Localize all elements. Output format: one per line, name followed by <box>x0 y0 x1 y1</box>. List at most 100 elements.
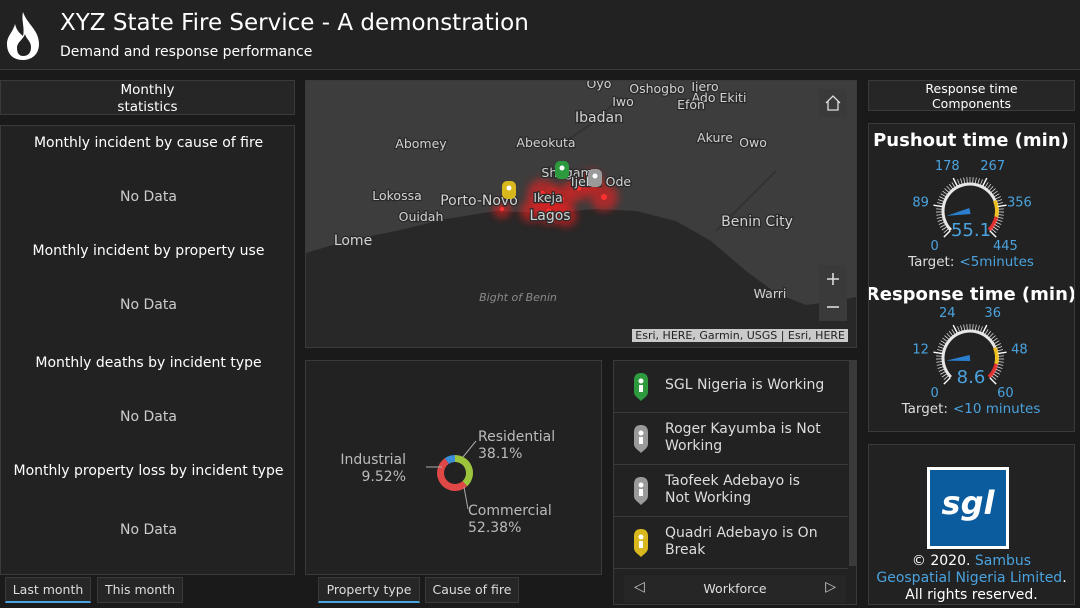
place-label: Benin City <box>721 214 793 230</box>
gauge-minor-tick <box>943 228 949 233</box>
worker-icon <box>634 373 648 401</box>
gauge-minor-tick <box>974 177 977 184</box>
gauge-minor-tick <box>996 199 1003 202</box>
gauge-tick-label: 48 <box>1011 343 1028 358</box>
incident <box>538 190 546 198</box>
gauge-minor-tick <box>936 361 943 363</box>
gauge-minor-tick <box>984 329 989 335</box>
leader-line <box>463 486 469 510</box>
worker-status[interactable]: Roger Kayumba is Not Working <box>665 421 821 454</box>
gauge-minor-tick <box>942 190 948 195</box>
worker-status[interactable]: Quadri Adebayo is On Break <box>665 525 818 558</box>
workforce-panel: SGL Nigeria is Working Roger Kayumba is N… <box>613 360 857 605</box>
gauge-minor-tick <box>936 202 943 205</box>
gauge-tick <box>933 351 943 355</box>
gauge-minor-tick <box>977 178 980 185</box>
incident <box>546 208 552 214</box>
place-label: Ouidah <box>399 209 444 224</box>
gauge-minor-tick <box>946 332 952 338</box>
gauge-title: Pushout time (min) <box>873 130 1069 151</box>
gauge-minor-tick <box>936 216 943 219</box>
gauge-minor-tick <box>990 335 996 340</box>
workforce-item[interactable]: Roger Kayumba is Not Working <box>614 413 848 465</box>
tab[interactable]: This month <box>97 577 183 603</box>
gauge-minor-tick <box>993 340 1000 345</box>
rights: All rights reserved. <box>905 587 1038 603</box>
gauge-minor-tick <box>951 182 956 188</box>
workforce-item[interactable]: Taofeek Adebayo is Not Working <box>614 465 848 517</box>
gauge-minor-tick <box>946 185 952 191</box>
company[interactable]: Sambus Geospatial Nigeria Limited <box>876 553 1063 586</box>
tab-label[interactable]: Cause of fire <box>432 582 512 597</box>
place-label: Ijero <box>691 81 718 94</box>
gauge-minor-tick <box>988 332 994 338</box>
donut-slice <box>444 455 455 464</box>
tab-label[interactable]: Property type <box>326 582 412 597</box>
gauge-tick-label: 89 <box>912 196 929 211</box>
incident <box>558 196 564 202</box>
title: XYZ State Fire Service - A demonstration <box>60 10 529 36</box>
pin-body <box>639 385 643 392</box>
section-status: No Data <box>120 189 177 205</box>
gauge-minor-tick <box>997 349 1004 352</box>
donut-slice <box>437 458 468 491</box>
gauge-minor-tick <box>937 366 944 369</box>
worker-icon <box>634 425 648 453</box>
worker-status[interactable]: SGL Nigeria is Working <box>665 377 825 393</box>
pin-head <box>638 378 644 384</box>
nav-next[interactable]: ▷ <box>825 579 836 595</box>
gauge-minor-tick <box>939 343 945 347</box>
gauge-minor-tick <box>977 325 980 332</box>
section-status: No Data <box>120 522 177 538</box>
gauge-minor-tick <box>986 330 992 337</box>
pin-body <box>639 489 643 496</box>
gauge-tick-label: 12 <box>912 343 929 358</box>
incident <box>500 207 504 211</box>
gauge-minor-tick <box>951 329 956 335</box>
credits-panel: sgl © 2020. Sambus Geospatial Nigeria Lim… <box>868 444 1075 605</box>
place-label: Lome <box>334 233 372 249</box>
tab[interactable]: Cause of fire <box>425 577 519 603</box>
pin-head <box>638 430 644 436</box>
gauge-minor-tick <box>936 214 943 216</box>
tab[interactable]: Property type <box>318 577 420 603</box>
copyright: © 2020. <box>911 553 971 569</box>
slice-value: 9.52% <box>362 469 406 485</box>
workforce-item[interactable]: SGL Nigeria is Working <box>614 361 848 413</box>
logo-text: sgl <box>941 484 995 522</box>
gauge-tick-label: 36 <box>984 306 1001 321</box>
tab[interactable]: Last month <box>5 577 91 603</box>
gauge-minor-tick <box>957 326 961 333</box>
gauge-tick-label: 24 <box>939 306 956 321</box>
gauge-tick <box>989 230 997 238</box>
gauge-minor-tick <box>997 216 1004 219</box>
incident <box>601 194 607 200</box>
tab-label[interactable]: Last month <box>12 582 84 597</box>
gauge-minor-tick <box>957 179 961 186</box>
worker-status[interactable]: Taofeek Adebayo is Not Working <box>665 473 800 506</box>
gauge-minor-tick <box>963 177 966 184</box>
place-label: Efon <box>677 97 705 112</box>
pin-body <box>639 541 643 548</box>
zoom-controls[interactable] <box>819 265 847 321</box>
gauge-minor-tick <box>979 326 983 333</box>
credits-text: © 2020. Sambus Geospatial Nigeria Limite… <box>874 553 1069 604</box>
gauge-tick <box>989 377 997 385</box>
statistics-title: Monthly statistics <box>117 82 178 115</box>
tab-label[interactable]: This month <box>104 582 176 597</box>
home-button[interactable] <box>819 89 847 117</box>
statistics-header: Monthly statistics <box>0 80 295 115</box>
gauge-minor-tick <box>940 193 947 198</box>
workforce-item[interactable]: Quadri Adebayo is On Break <box>614 517 848 569</box>
gauge-minor-tick <box>974 324 977 331</box>
gauge-minor-tick <box>991 375 997 380</box>
nav-prev[interactable]: ◁ <box>634 579 645 595</box>
gauge-minor-tick <box>972 177 974 184</box>
worker-pin-dot <box>506 185 512 191</box>
place-label: Ikeja <box>533 190 562 205</box>
home-icon <box>825 95 841 111</box>
gauge-minor-tick <box>940 340 947 345</box>
